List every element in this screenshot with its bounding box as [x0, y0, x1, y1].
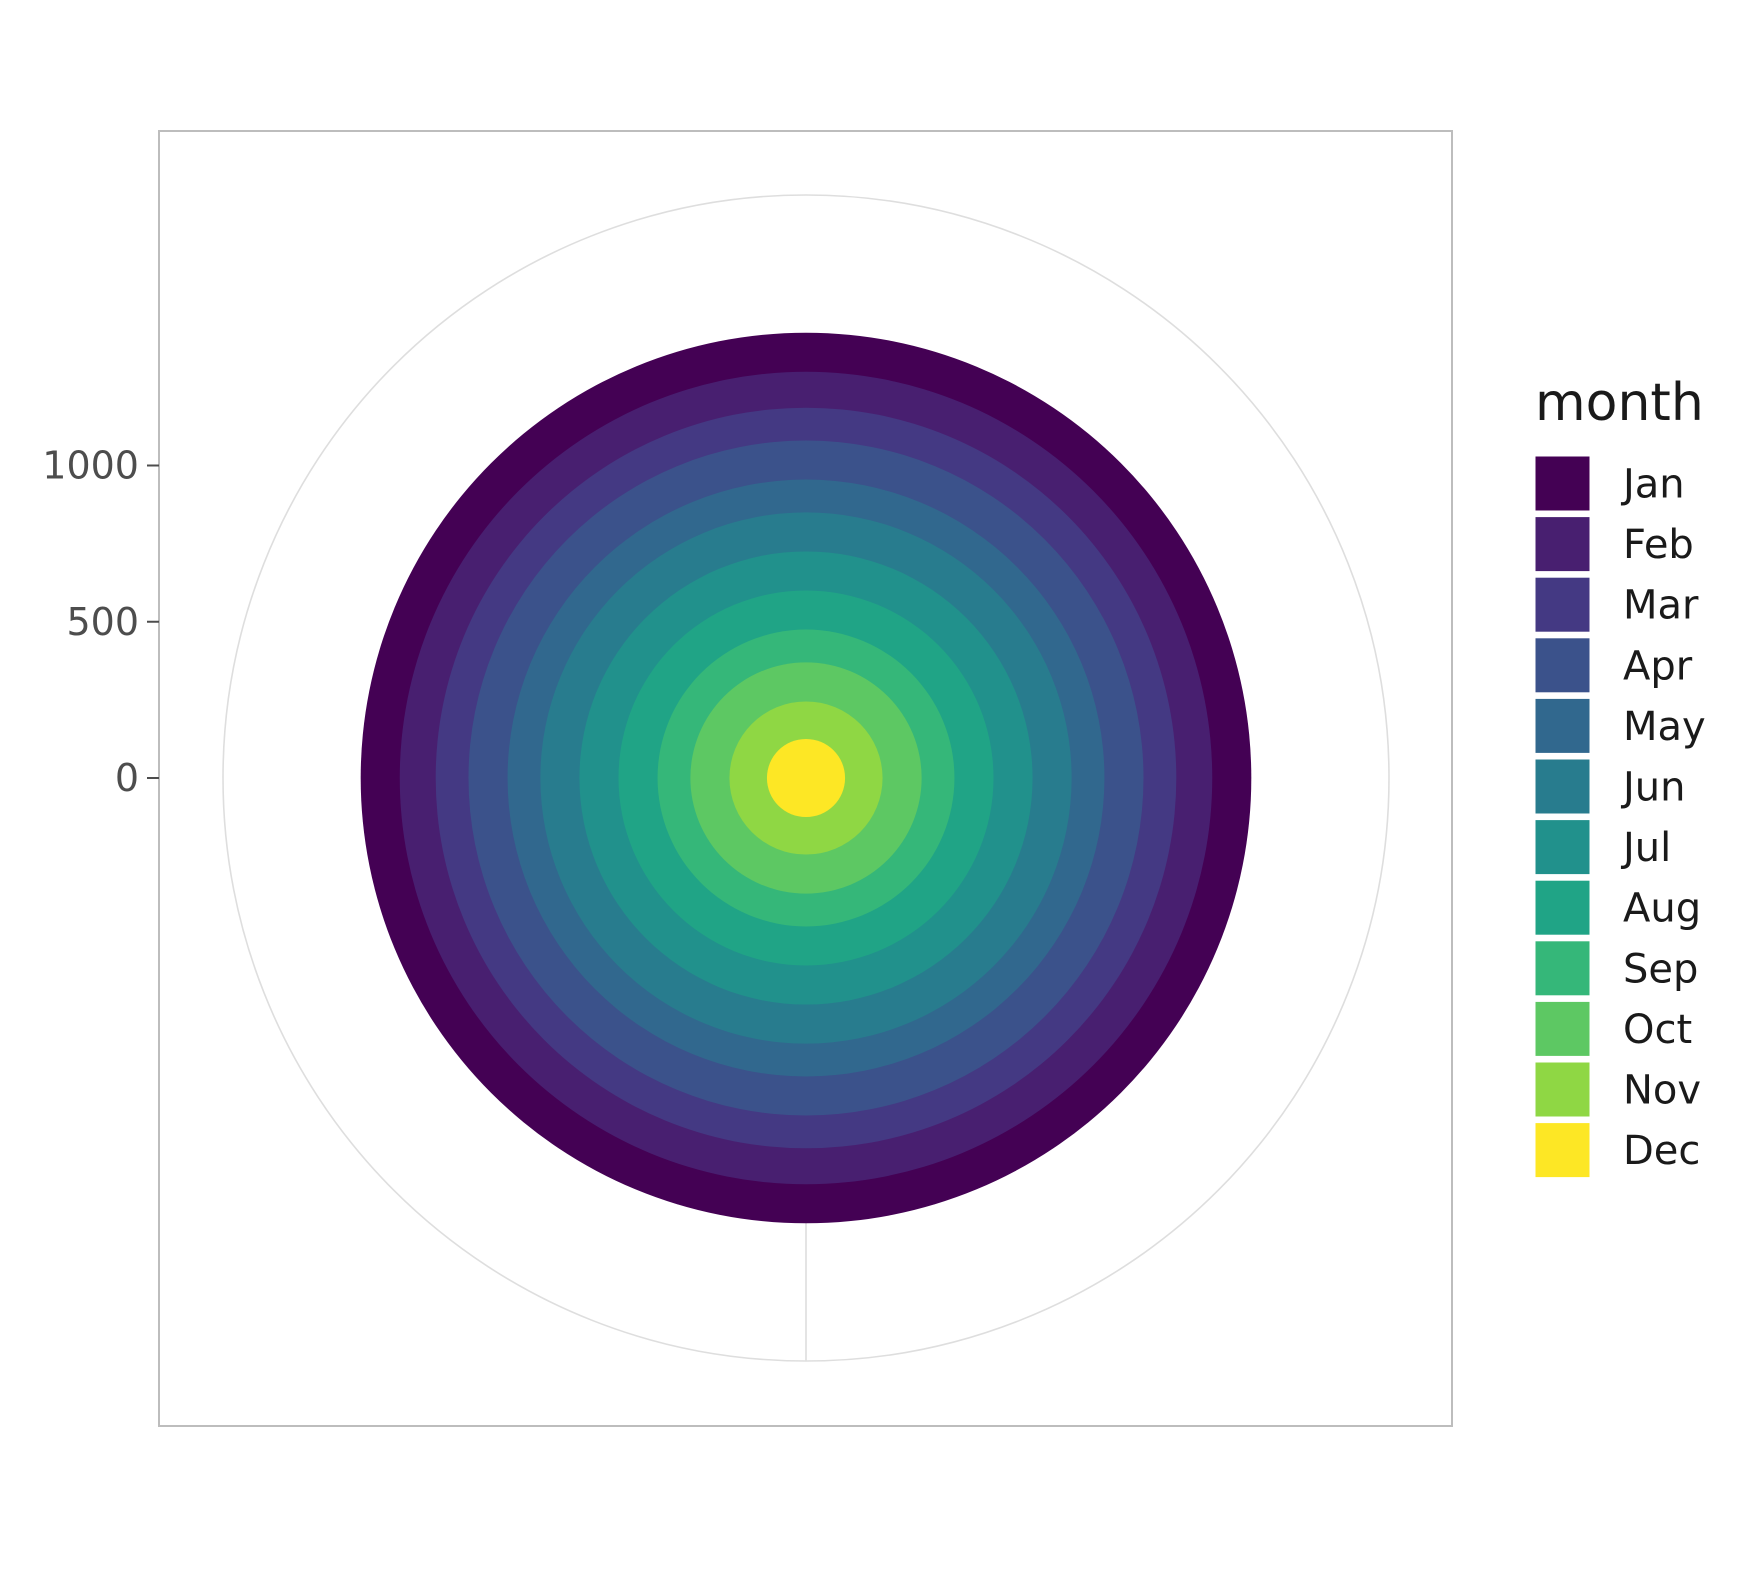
legend-key-jul	[1534, 819, 1591, 876]
legend-label-feb: Feb	[1623, 522, 1694, 568]
legend-key-oct	[1534, 1000, 1591, 1057]
ring-group	[360, 332, 1252, 1224]
legend-key-may	[1534, 697, 1591, 754]
legend-label-jul: Jul	[1620, 825, 1671, 871]
legend-key-nov	[1534, 1061, 1591, 1118]
legend-label-mar: Mar	[1623, 583, 1699, 629]
legend-key-feb	[1534, 516, 1591, 573]
legend-key-mar	[1534, 576, 1591, 633]
legend-label-dec: Dec	[1623, 1128, 1700, 1174]
legend-label-jan: Jan	[1620, 462, 1685, 508]
legend-key-sep	[1534, 940, 1591, 997]
legend-label-sep: Sep	[1623, 946, 1698, 992]
y-tick-label: 500	[66, 600, 139, 644]
legend-key-jan	[1534, 455, 1591, 512]
legend-label-jun: Jun	[1620, 765, 1686, 811]
legend-label-aug: Aug	[1623, 886, 1701, 932]
legend-label-nov: Nov	[1623, 1068, 1701, 1114]
y-axis: 0 500 1000	[42, 444, 159, 800]
legend-key-aug	[1534, 879, 1591, 936]
legend-title: month	[1535, 373, 1704, 433]
legend-label-apr: Apr	[1623, 643, 1693, 689]
legend-key-dec	[1534, 1122, 1591, 1179]
legend: month Jan Feb Mar Apr May Jun Jul Aug Sep Oct Nov D…	[1534, 373, 1706, 1179]
legend-key-apr	[1534, 637, 1591, 694]
legend-key-jun	[1534, 758, 1591, 815]
y-tick-label: 1000	[42, 444, 139, 488]
legend-label-oct: Oct	[1623, 1007, 1692, 1053]
ring-dec	[766, 738, 846, 818]
legend-label-may: May	[1623, 704, 1706, 750]
y-tick-label: 0	[115, 756, 139, 800]
